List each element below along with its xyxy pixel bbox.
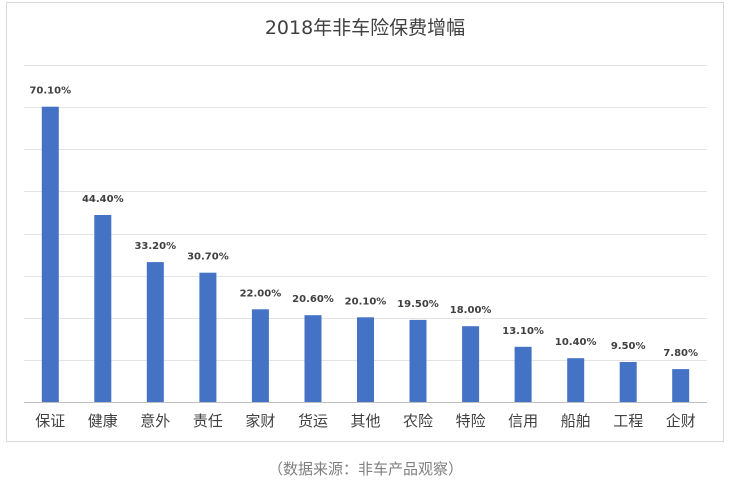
x-tick-label: 货运 [298, 412, 328, 430]
data-label: 22.00% [240, 288, 282, 299]
data-label: 44.40% [82, 194, 124, 205]
x-tick-label: 其他 [350, 412, 380, 430]
bar [199, 272, 217, 402]
data-label: 7.80% [663, 348, 698, 359]
data-label: 9.50% [611, 341, 646, 352]
x-tick-label: 船舶 [561, 412, 591, 430]
bar [567, 358, 585, 402]
data-label: 20.10% [345, 296, 387, 307]
gridlines [24, 65, 707, 403]
x-tick-label: 企财 [666, 412, 696, 430]
bar [409, 319, 427, 402]
bar [672, 369, 690, 402]
chart-title: 2018年非车险保费增幅 [265, 17, 465, 39]
bar [94, 215, 112, 402]
x-tick-label: 信用 [508, 412, 538, 430]
x-tick-label: 工程 [613, 412, 643, 430]
data-label: 30.70% [187, 252, 229, 263]
data-label: 13.10% [502, 326, 544, 337]
x-tick-label: 健康 [88, 412, 118, 430]
source-note: （数据来源：非车产品观察） [267, 460, 463, 478]
x-tick-label: 保证 [35, 412, 65, 430]
bar [619, 362, 637, 402]
data-label: 10.40% [555, 337, 597, 348]
bar [146, 262, 164, 402]
x-tick-label: 特险 [456, 412, 486, 430]
bar [251, 309, 269, 402]
x-tick-label: 责任 [193, 412, 223, 430]
data-label: 18.00% [450, 305, 492, 316]
data-label: 19.50% [397, 299, 439, 310]
data-label: 20.60% [292, 294, 334, 305]
x-tick-label: 意外 [140, 412, 170, 430]
bar [462, 326, 480, 402]
bar [357, 317, 374, 402]
x-tick-label: 家财 [245, 412, 275, 430]
x-axis-tick-labels: 保证 健康 意外 责任 家财 货运 其他 农险 特险 信用 船舶 工程 企财 [35, 412, 695, 430]
data-label: 33.20% [134, 241, 176, 252]
data-label: 70.10% [29, 86, 71, 97]
bar-chart: 2018年非车险保费增幅 70.10% 44.40% 33.20% 30.70% 22.… [24, 17, 707, 430]
bar [41, 106, 59, 402]
bars [41, 106, 690, 402]
x-tick-label: 农险 [403, 412, 433, 430]
data-labels: 70.10% 44.40% 33.20% 30.70% 22.00% 20.60% 20.1… [29, 86, 698, 359]
bar [304, 315, 322, 402]
bar [514, 346, 532, 402]
